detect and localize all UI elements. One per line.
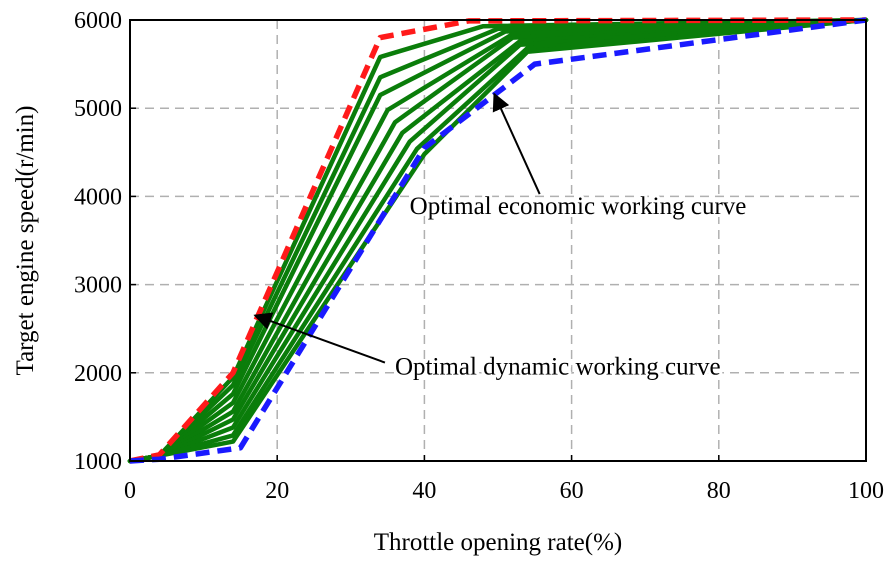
y-tick-label: 6000 [74, 8, 122, 34]
dynamic-curve-annotation-halo: Optimal dynamic working curve [395, 354, 721, 381]
series-layer [127, 17, 869, 464]
y-tick-label: 4000 [74, 184, 122, 210]
x-tick-label: 100 [848, 478, 884, 504]
economic-curve-annotation-halo: Optimal economic working curve [410, 193, 747, 220]
y-tick-label: 5000 [74, 96, 122, 122]
x-axis-label: Throttle opening rate(%) [374, 529, 623, 556]
y-tick-label: 3000 [74, 273, 122, 299]
plot-frame [129, 19, 867, 462]
dynamic-curve-annotation-arrow [253, 312, 386, 364]
economic-working-curve [129, 17, 867, 464]
y-axis-label: Target engine speed(r/min) [12, 106, 39, 376]
dynamic-curve-annotation-text: Optimal dynamic working curve [395, 354, 721, 381]
y-tick-label: 1000 [74, 449, 122, 475]
y-tick-label: 2000 [74, 361, 122, 387]
x-tick-label: 20 [265, 478, 289, 504]
x-tick-label: 80 [707, 478, 731, 504]
economic-curve-annotation-arrow [492, 92, 541, 195]
x-tick-label: 0 [124, 478, 136, 504]
tick-layer: 0 20 40 60 80 100 1000 2000 3000 4000 5000 6000 [74, 8, 884, 504]
intermediate-curve [127, 17, 869, 464]
economic-curve-annotation-text: Optimal economic working curve [410, 193, 747, 220]
x-tick-label: 40 [412, 478, 436, 504]
x-tick-label: 60 [560, 478, 584, 504]
